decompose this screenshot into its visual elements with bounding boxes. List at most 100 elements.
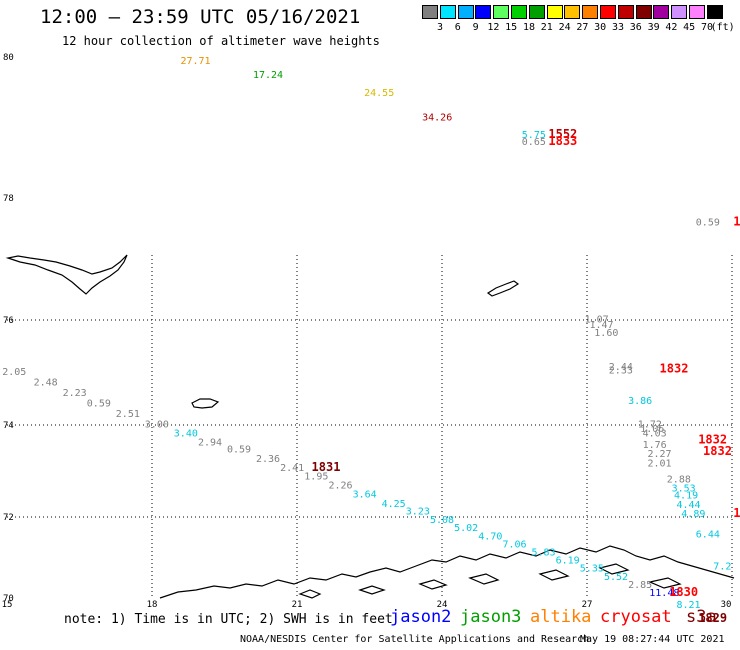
- colorbar-label: 15: [505, 22, 518, 33]
- wave-height-value: 1.07: [585, 315, 609, 326]
- pass-time-label: 1552: [548, 127, 577, 141]
- colorbar-swatch: [653, 5, 670, 19]
- wave-height-observations: 27.71 17.24 24.55 34.26 5.750.65 0.59 1.071.47…: [2, 56, 731, 611]
- longitude-label: 24: [437, 600, 448, 610]
- wave-height-value: 2.88: [667, 475, 691, 486]
- colorbar-label: 9: [472, 22, 479, 33]
- wave-height-value: 0.59: [87, 399, 111, 410]
- pass-time-label: 1: [733, 506, 740, 520]
- wave-height-value: 2.36: [256, 454, 280, 465]
- wave-height-value: 2.27: [647, 449, 671, 460]
- wave-height-value: 2.23: [63, 388, 87, 399]
- map-subtitle: 12 hour collection of altimeter wave hei…: [62, 34, 380, 48]
- colorbar-swatch: [422, 5, 438, 19]
- wave-height-value: 1.76: [643, 440, 667, 451]
- wave-height-value: 24.55: [364, 88, 394, 99]
- pass-time-label: 1832: [698, 432, 727, 446]
- wave-height-value: 27.71: [180, 56, 210, 67]
- wave-height-value: 5.83: [531, 547, 555, 558]
- colorbar-label: 6: [454, 22, 461, 33]
- latitude-label: 72: [3, 513, 14, 523]
- pass-time-label: 1832: [703, 444, 732, 458]
- legend-altika: altika: [530, 607, 592, 627]
- wave-height-value: 1.95: [304, 471, 328, 482]
- wave-height-value: 5.08: [430, 515, 454, 526]
- wave-height-value: 2.05: [2, 367, 26, 378]
- pass-time-label: 1833: [548, 134, 577, 148]
- colorbar-label: 12: [487, 22, 500, 33]
- colorbar-label: 24: [558, 22, 571, 33]
- wave-height-value: 2.48: [34, 378, 58, 389]
- longitude-label: 18: [147, 600, 158, 610]
- longitude-label: 27: [582, 600, 593, 610]
- colorbar-label: 33: [611, 22, 625, 33]
- colorbar-swatch: [475, 5, 492, 19]
- latitude-label: 74: [3, 421, 14, 431]
- timestamp: May 19 08:27:44 UTC 2021: [580, 634, 725, 645]
- wave-height-value: 8.21: [676, 600, 700, 611]
- norway-coast-islands: [298, 563, 682, 599]
- pass-time-label: 1831: [312, 460, 341, 474]
- colorbar-swatch: [546, 5, 563, 19]
- wave-height-value: 2.41: [280, 463, 304, 474]
- wave-height-value: 2.44: [609, 362, 633, 373]
- colorbar-swatch: [635, 5, 652, 19]
- colorbar-label: 27: [576, 22, 589, 33]
- norway-coast: [159, 545, 735, 599]
- wave-height-value: 17.24: [253, 70, 283, 81]
- wave-height-value: 1.06: [640, 424, 664, 435]
- pass-time-label: 1830: [669, 585, 698, 599]
- wave-height-value: 5.35: [580, 564, 604, 575]
- wave-height-value: 4.25: [382, 499, 406, 510]
- colorbar-swatch: [582, 5, 599, 19]
- colorbar-swatch: [439, 5, 456, 19]
- colorbar-label: 21: [540, 22, 553, 33]
- colorbar-label: 39: [647, 22, 660, 33]
- wave-height-value: 4.44: [676, 500, 700, 511]
- map-title: 12:00 – 23:59 UTC 05/16/2021: [40, 6, 361, 28]
- colorbar-swatch: [511, 5, 527, 19]
- colorbar-swatch: [671, 5, 688, 19]
- colorbar-swatch: [564, 5, 581, 19]
- wave-height-value: 4.03: [643, 429, 667, 440]
- wave-height-value: 11.48: [649, 588, 679, 599]
- wave-height-value: 2.33: [609, 366, 633, 377]
- wave-height-value: 4.19: [674, 491, 698, 502]
- colorbar-swatch: [689, 5, 705, 19]
- wave-height-value: 3.00: [145, 419, 169, 430]
- colorbar-label: 18: [522, 22, 536, 33]
- wave-height-value: 34.26: [422, 112, 452, 123]
- wave-height-value: 1.60: [594, 328, 618, 339]
- wave-height-value: 3.86: [628, 396, 652, 407]
- wave-height-value: 7.06: [502, 539, 526, 550]
- colorbar-label: 3: [436, 22, 444, 33]
- latitude-label: 80: [3, 53, 14, 63]
- wave-height-value: 3.23: [406, 507, 430, 518]
- colorbar-swatch: [600, 5, 616, 19]
- wave-height-value: 1.72: [638, 419, 662, 430]
- wave-height-value: 0.59: [696, 217, 720, 228]
- svalbard-coast: [5, 254, 128, 295]
- wave-height-value: 2.51: [116, 409, 140, 420]
- colorbar-label: 42: [665, 22, 678, 33]
- wave-height-value: 2.85: [628, 580, 652, 591]
- colorbar-label: 45: [683, 22, 696, 33]
- legend-cryosat: cryosat: [600, 607, 672, 627]
- bear-island-coast: [191, 398, 220, 409]
- pass-time-label: 1832: [660, 362, 689, 376]
- credit-line: NOAA/NESDIS Center for Satellite Applica…: [240, 634, 590, 645]
- longitude-label: 21: [292, 600, 303, 610]
- wave-height-value: 4.89: [681, 509, 705, 520]
- wave-height-value: 5.02: [454, 523, 478, 534]
- graticule: [7, 255, 733, 598]
- colorbar-swatch: [457, 5, 474, 19]
- legend-s3a: s3a: [686, 607, 717, 627]
- wave-height-value: 0.59: [227, 445, 251, 456]
- legend-jason3: jason3: [460, 607, 522, 627]
- wave-height-value: 5.52: [604, 572, 628, 583]
- wave-height-value: 1.47: [589, 320, 613, 331]
- wave-height-value: 3.53: [672, 484, 696, 495]
